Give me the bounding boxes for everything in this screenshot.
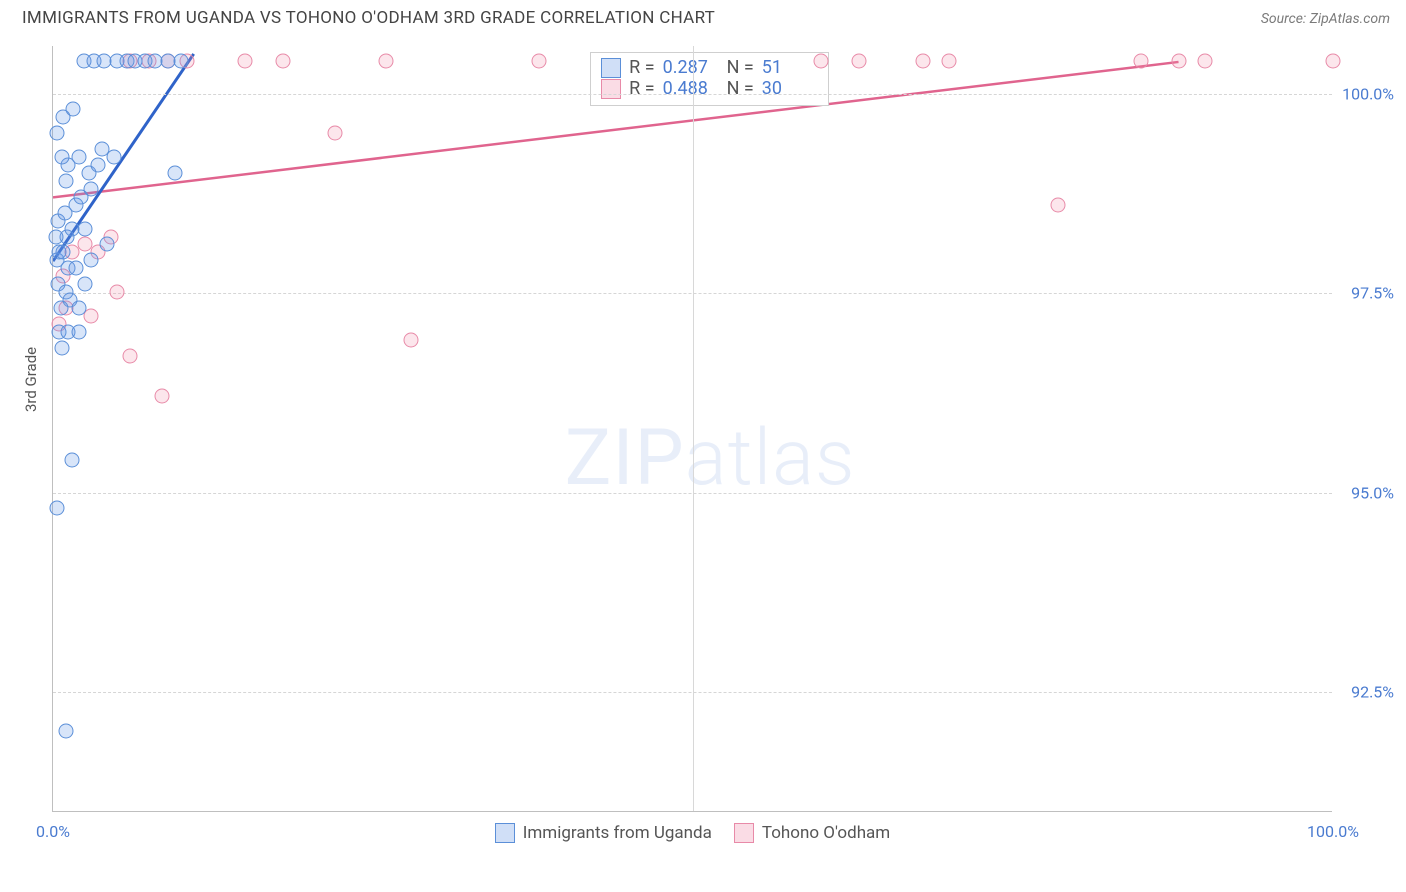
data-point	[48, 229, 63, 244]
gridline-v	[693, 46, 694, 811]
bottom-legend: Immigrants from Uganda Tohono O'odham	[53, 823, 1332, 843]
n-value-blue: 51	[762, 57, 818, 78]
data-point	[78, 277, 93, 292]
data-point	[404, 333, 419, 348]
x-tick-label: 100.0%	[1307, 822, 1359, 841]
data-point	[71, 301, 86, 316]
data-point	[110, 285, 125, 300]
chart-source: Source: ZipAtlas.com	[1261, 11, 1390, 27]
data-point	[327, 125, 342, 140]
data-point	[1172, 53, 1187, 68]
data-point	[71, 149, 86, 164]
data-point	[53, 301, 68, 316]
chart-title: IMMIGRANTS FROM UGANDA VS TOHONO O'ODHAM…	[22, 8, 715, 28]
data-point	[69, 261, 84, 276]
data-point	[78, 221, 93, 236]
legend-swatch-blue-icon	[495, 823, 515, 843]
plot-area: ZIPatlas R = 0.287 N = 51 R = 0.488 N = …	[52, 46, 1332, 812]
data-point	[378, 53, 393, 68]
data-point	[122, 349, 137, 364]
data-point	[852, 53, 867, 68]
data-point	[49, 500, 64, 515]
watermark-bold: ZIP	[565, 413, 685, 504]
legend-label-pink: Tohono O'odham	[762, 823, 890, 843]
legend-item-pink: Tohono O'odham	[734, 823, 890, 843]
legend-label-blue: Immigrants from Uganda	[523, 823, 712, 843]
x-tick-label: 0.0%	[36, 822, 70, 841]
data-point	[49, 125, 64, 140]
data-point	[916, 53, 931, 68]
y-tick-label: 92.5%	[1351, 683, 1394, 702]
y-axis-label: 3rd Grade	[22, 347, 40, 412]
data-point	[84, 181, 99, 196]
data-point	[532, 53, 547, 68]
watermark: ZIPatlas	[565, 413, 856, 504]
data-point	[84, 309, 99, 324]
data-point	[71, 325, 86, 340]
data-point	[84, 253, 99, 268]
data-point	[58, 173, 73, 188]
swatch-pink-icon	[601, 79, 621, 99]
data-point	[154, 389, 169, 404]
data-point	[174, 53, 189, 68]
data-point	[99, 237, 114, 252]
y-tick-label: 95.0%	[1351, 483, 1394, 502]
data-point	[1134, 53, 1149, 68]
stats-row-blue: R = 0.287 N = 51	[601, 57, 818, 78]
data-point	[107, 149, 122, 164]
data-point	[1326, 53, 1341, 68]
stats-legend-box: R = 0.287 N = 51 R = 0.488 N = 30	[590, 52, 829, 106]
data-point	[1050, 197, 1065, 212]
y-tick-label: 97.5%	[1351, 284, 1394, 303]
stats-row-pink: R = 0.488 N = 30	[601, 78, 818, 99]
y-tick-label: 100.0%	[1342, 84, 1394, 103]
r-value-blue: 0.287	[663, 57, 719, 78]
data-point	[65, 452, 80, 467]
n-value-pink: 30	[762, 78, 818, 99]
data-point	[54, 149, 69, 164]
data-point	[90, 157, 105, 172]
data-point	[56, 245, 71, 260]
legend-item-blue: Immigrants from Uganda	[495, 823, 712, 843]
data-point	[276, 53, 291, 68]
swatch-blue-icon	[601, 58, 621, 78]
data-point	[167, 165, 182, 180]
chart-container: 3rd Grade ZIPatlas R = 0.287 N = 51 R = …	[22, 42, 1392, 892]
r-value-pink: 0.488	[663, 78, 719, 99]
data-point	[942, 53, 957, 68]
data-point	[238, 53, 253, 68]
data-point	[58, 724, 73, 739]
watermark-thin: atlas	[685, 413, 856, 504]
legend-swatch-pink-icon	[734, 823, 754, 843]
data-point	[54, 341, 69, 356]
chart-header: IMMIGRANTS FROM UGANDA VS TOHONO O'ODHAM…	[0, 0, 1406, 36]
data-point	[1198, 53, 1213, 68]
data-point	[814, 53, 829, 68]
data-point	[66, 101, 81, 116]
